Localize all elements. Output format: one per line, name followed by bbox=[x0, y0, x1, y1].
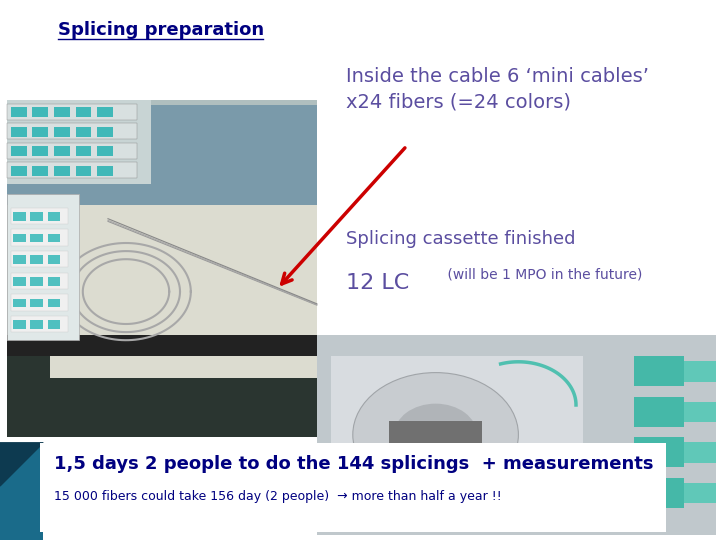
Bar bbox=[48, 277, 60, 286]
Bar bbox=[13, 234, 26, 242]
Bar bbox=[11, 107, 27, 117]
Text: 15 000 fibers could take 156 day (2 people)  → more than half a year !!: 15 000 fibers could take 156 day (2 peop… bbox=[54, 490, 502, 503]
Bar bbox=[54, 127, 70, 137]
Circle shape bbox=[395, 404, 477, 465]
Bar bbox=[634, 356, 684, 386]
Bar bbox=[684, 442, 716, 463]
Polygon shape bbox=[0, 443, 43, 486]
Bar bbox=[634, 437, 684, 467]
Bar bbox=[76, 166, 91, 176]
Bar bbox=[30, 320, 43, 329]
Bar bbox=[30, 255, 43, 264]
Bar bbox=[684, 483, 716, 503]
Bar bbox=[54, 107, 70, 117]
Bar bbox=[7, 100, 151, 184]
Bar bbox=[32, 127, 48, 137]
Bar bbox=[7, 104, 137, 120]
Bar bbox=[11, 294, 68, 310]
Bar bbox=[11, 251, 68, 267]
Bar bbox=[97, 107, 113, 117]
Bar bbox=[32, 107, 48, 117]
Circle shape bbox=[353, 373, 518, 497]
Bar bbox=[11, 166, 27, 176]
Bar bbox=[13, 277, 26, 286]
Bar bbox=[40, 443, 666, 532]
Bar bbox=[32, 166, 48, 176]
Text: 1,5 days 2 people to do the 144 splicings  + measurements: 1,5 days 2 people to do the 144 splicing… bbox=[54, 455, 654, 472]
Bar bbox=[7, 335, 317, 356]
Bar bbox=[48, 212, 60, 221]
Text: Splicing cassette finished: Splicing cassette finished bbox=[346, 230, 575, 247]
Bar bbox=[54, 166, 70, 176]
Bar bbox=[30, 299, 43, 307]
Bar bbox=[50, 205, 317, 378]
Bar bbox=[7, 194, 79, 340]
Bar bbox=[331, 356, 583, 518]
Bar bbox=[684, 361, 716, 382]
Bar bbox=[54, 146, 70, 156]
Text: (will be 1 MPO in the future): (will be 1 MPO in the future) bbox=[443, 267, 642, 281]
Bar bbox=[11, 146, 27, 156]
Bar bbox=[7, 105, 317, 205]
Bar bbox=[7, 356, 317, 437]
Bar bbox=[13, 320, 26, 329]
Bar bbox=[13, 299, 26, 307]
Bar bbox=[11, 316, 68, 332]
Bar bbox=[389, 421, 482, 448]
Bar bbox=[48, 299, 60, 307]
Bar bbox=[97, 127, 113, 137]
Bar bbox=[30, 212, 43, 221]
Bar bbox=[11, 208, 68, 224]
Text: Splicing preparation: Splicing preparation bbox=[58, 21, 264, 39]
Bar bbox=[11, 230, 68, 246]
Bar bbox=[684, 402, 716, 422]
Bar bbox=[30, 234, 43, 242]
Bar bbox=[0, 443, 43, 540]
Bar bbox=[48, 234, 60, 242]
Bar bbox=[317, 335, 716, 535]
Bar bbox=[48, 320, 60, 329]
Bar bbox=[76, 107, 91, 117]
Bar bbox=[48, 255, 60, 264]
Bar bbox=[97, 166, 113, 176]
Bar bbox=[7, 143, 137, 159]
Bar bbox=[30, 277, 43, 286]
Bar bbox=[76, 146, 91, 156]
Bar bbox=[634, 397, 684, 427]
Bar bbox=[76, 127, 91, 137]
Text: Inside the cable 6 ‘mini cables’
x24 fibers (=24 colors): Inside the cable 6 ‘mini cables’ x24 fib… bbox=[346, 68, 649, 111]
Bar bbox=[11, 127, 27, 137]
Bar bbox=[97, 146, 113, 156]
Text: 12 LC: 12 LC bbox=[346, 273, 409, 293]
Bar bbox=[7, 100, 317, 437]
Bar bbox=[13, 255, 26, 264]
Bar bbox=[32, 146, 48, 156]
Bar bbox=[11, 273, 68, 289]
Bar bbox=[7, 162, 137, 178]
Bar bbox=[13, 212, 26, 221]
Bar bbox=[7, 123, 137, 139]
Bar bbox=[634, 478, 684, 508]
